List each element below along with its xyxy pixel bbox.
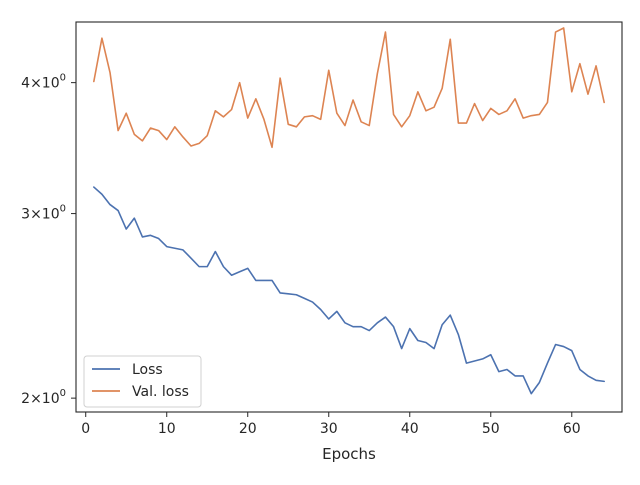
- y-tick-label: 3×100: [21, 204, 66, 223]
- axes-frame: [75, 21, 623, 413]
- plot-area: [75, 21, 623, 413]
- x-tick-label: 60: [563, 421, 581, 437]
- x-tick-label: 20: [239, 421, 257, 437]
- series-line-loss: [93, 186, 605, 395]
- legend-label: Val. loss: [132, 384, 189, 400]
- series-layer: [93, 27, 605, 395]
- legend: Loss Val. loss: [83, 355, 202, 408]
- legend-label: Loss: [132, 362, 163, 378]
- y-tick-label: 2×100: [21, 388, 66, 407]
- x-axis-label: Epochs: [322, 445, 376, 463]
- y-tick-label: 4×100: [21, 73, 66, 92]
- x-tick-label: 50: [482, 421, 500, 437]
- x-tick-label: 10: [158, 421, 176, 437]
- x-tick-label: 30: [320, 421, 338, 437]
- series-line-val-loss: [93, 27, 605, 149]
- x-tick-label: 40: [401, 421, 419, 437]
- x-tick-label: 0: [81, 421, 90, 437]
- ticks-layer: 0 10 20 30 40 50 60 2×100 3×100 4×100: [21, 73, 581, 437]
